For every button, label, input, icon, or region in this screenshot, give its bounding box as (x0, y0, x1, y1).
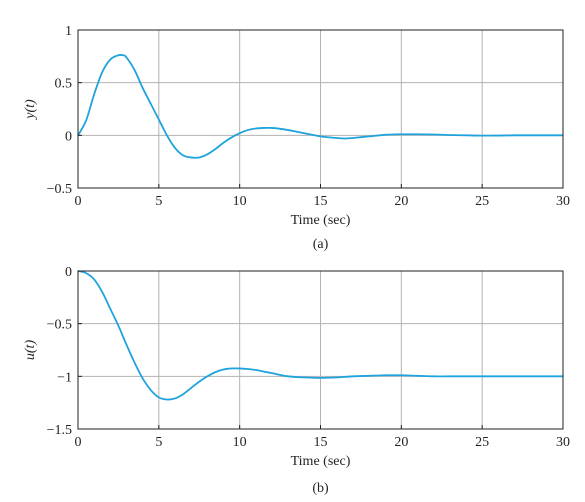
x-tick-label: 10 (233, 194, 247, 209)
x-tick-label: 20 (394, 435, 408, 450)
x-tick-label: 25 (475, 194, 489, 209)
x-axis-title: Time (sec) (291, 454, 351, 469)
x-tick-label: 0 (75, 435, 82, 450)
series-line (77, 53, 563, 159)
y-axis-title: y(t) (23, 99, 38, 121)
y-axis-title: u(t) (23, 340, 38, 361)
panel-caption: (b) (312, 481, 329, 496)
x-tick-label: 5 (155, 435, 162, 450)
y-tick-label: −0.5 (47, 318, 72, 333)
y-tick-label: 0 (65, 265, 72, 280)
y-tick-label: 1 (65, 24, 72, 39)
y-tick-label: −0.5 (47, 182, 72, 197)
x-tick-label: 15 (314, 194, 328, 209)
y-tick-label: 0 (65, 129, 72, 144)
x-tick-label: 30 (556, 194, 570, 209)
x-tick-label: 0 (75, 194, 82, 209)
panel-caption: (a) (313, 237, 329, 252)
y-tick-label: −1 (57, 370, 72, 385)
x-tick-label: 20 (394, 194, 408, 209)
x-tick-label: 10 (233, 435, 247, 450)
x-tick-label: 15 (314, 435, 328, 450)
series-line (77, 270, 563, 401)
x-tick-label: 5 (155, 194, 162, 209)
y-tick-label: 0.5 (55, 77, 73, 92)
y-tick-label: −1.5 (47, 423, 72, 438)
x-tick-label: 25 (475, 435, 489, 450)
x-axis-title: Time (sec) (291, 213, 351, 228)
x-tick-label: 30 (556, 435, 570, 450)
